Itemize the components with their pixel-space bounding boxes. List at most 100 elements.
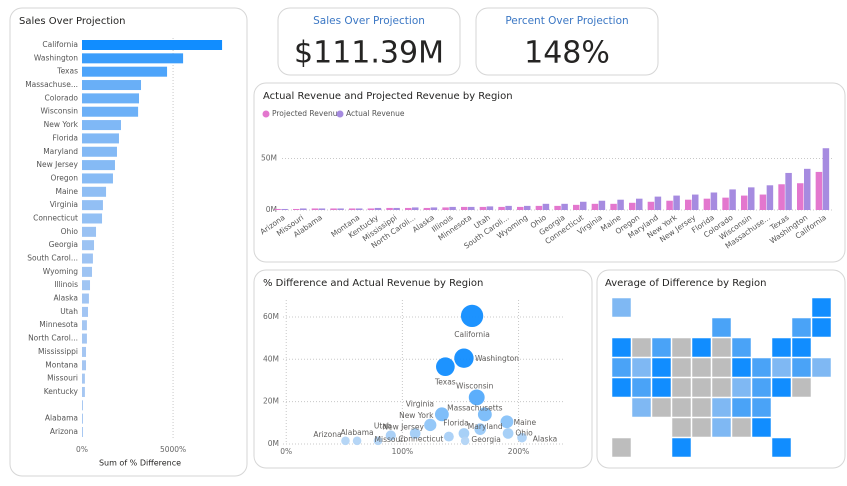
map-region <box>771 357 792 378</box>
bar <box>423 207 431 210</box>
bar <box>505 205 512 210</box>
bar <box>535 205 543 210</box>
y-tick-label: Montana <box>45 360 78 369</box>
x-tick-label: 0% <box>76 445 88 454</box>
bar <box>82 266 93 277</box>
point <box>468 389 485 406</box>
map-region <box>631 397 652 418</box>
bar <box>82 66 168 77</box>
map-region <box>711 357 732 378</box>
y-tick-label: North Carol... <box>28 334 78 343</box>
map-region <box>631 337 652 358</box>
bar <box>449 206 456 210</box>
y-tick-label: Maryland <box>43 147 78 156</box>
map-region <box>791 377 812 398</box>
bar <box>82 186 107 197</box>
map-region <box>611 357 632 378</box>
map-region <box>731 417 752 438</box>
data-label: Ohio <box>515 428 533 437</box>
map-region <box>711 377 732 398</box>
bar <box>759 194 767 210</box>
point <box>460 436 470 446</box>
bar <box>703 198 711 210</box>
map-region <box>651 337 672 358</box>
bar <box>82 346 87 357</box>
y-tick-label: Massachuse... <box>25 80 78 89</box>
bar <box>804 168 811 210</box>
bar <box>598 200 606 210</box>
data-label: New York <box>399 411 434 420</box>
data-label: Florida <box>443 418 469 427</box>
bar <box>573 204 580 210</box>
bar <box>468 206 475 210</box>
y-tick-label: Oregon <box>50 173 78 182</box>
y-tick-label: Texas <box>56 67 78 76</box>
bar <box>741 195 748 210</box>
point <box>454 348 474 368</box>
y-tick-label: Utah <box>60 307 78 316</box>
map-region <box>691 337 712 358</box>
bar <box>82 40 223 50</box>
bar <box>82 213 103 224</box>
data-label: Washington <box>475 354 519 363</box>
y-tick-label: Colorado <box>44 93 78 102</box>
y-tick-label: Ohio <box>61 227 79 236</box>
point <box>436 357 455 377</box>
map-region <box>751 357 772 378</box>
bar <box>673 195 680 210</box>
chart-title: Average of Difference by Region <box>605 278 766 289</box>
map-region <box>811 357 832 378</box>
y-tick-label: Virginia <box>50 200 78 209</box>
bar <box>591 203 599 210</box>
map-region <box>711 397 732 418</box>
data-label: Alabama <box>341 428 374 437</box>
data-label: Georgia <box>471 435 500 444</box>
card-value: $111.39M <box>294 36 444 71</box>
bar <box>82 280 91 291</box>
bar <box>405 207 412 210</box>
data-label: Missouri <box>375 435 406 444</box>
data-label: Alaska <box>533 435 558 444</box>
data-label: Connecticut <box>398 435 443 444</box>
y-tick-label: Florida <box>52 133 78 142</box>
bar <box>82 53 184 64</box>
bar <box>82 386 85 397</box>
legend-marker <box>336 110 344 118</box>
map-region <box>771 377 792 398</box>
bar <box>82 427 84 437</box>
bar <box>766 185 774 210</box>
map-region <box>611 297 632 318</box>
y-tick-label: Kentucky <box>44 387 79 396</box>
point <box>517 432 527 443</box>
map-region <box>771 437 792 458</box>
bar <box>82 146 117 157</box>
card <box>475 7 659 76</box>
bar <box>82 333 87 344</box>
y-tick-label: 0M <box>266 205 277 214</box>
bar <box>654 196 662 210</box>
y-tick-label: 20M <box>263 397 279 406</box>
map-region <box>711 417 732 438</box>
bar <box>367 208 375 210</box>
map-region <box>651 357 672 378</box>
map-region <box>651 377 672 398</box>
map-region <box>631 357 652 378</box>
map-region <box>711 317 732 338</box>
bar <box>822 148 830 210</box>
map-region <box>731 377 752 398</box>
data-label: Maryland <box>468 422 503 431</box>
x-tick-label: 100% <box>392 447 413 456</box>
y-tick-label: Washington <box>34 53 78 62</box>
map-region <box>611 437 632 458</box>
panel <box>9 7 248 477</box>
bar <box>710 192 718 210</box>
bar <box>374 207 382 210</box>
bar <box>778 184 785 210</box>
bar <box>442 207 449 210</box>
point <box>500 415 514 429</box>
bar <box>486 206 494 210</box>
point <box>460 304 484 328</box>
legend-label: Projected Revenue <box>272 109 342 118</box>
map-region <box>631 377 652 398</box>
